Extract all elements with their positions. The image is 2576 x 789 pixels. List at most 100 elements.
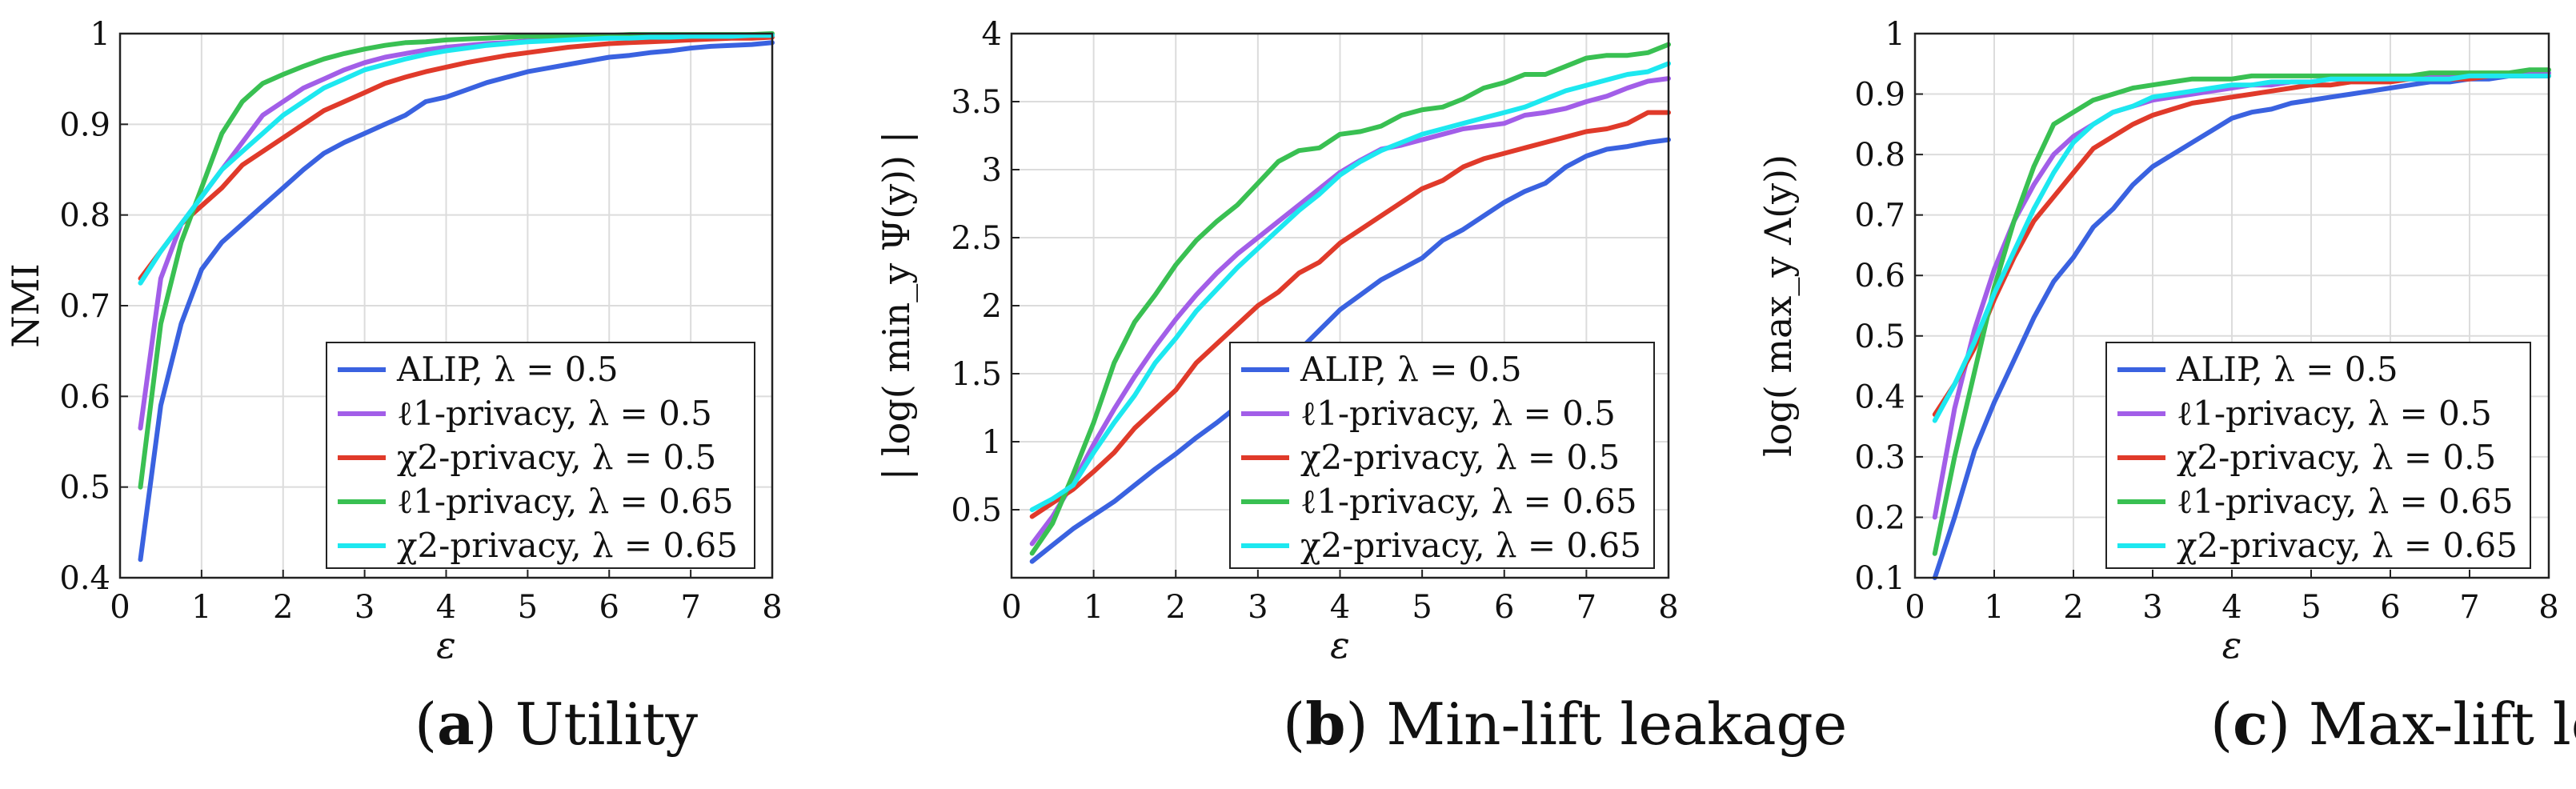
legend-entry: ℓ1-privacy, λ = 0.5 bbox=[1300, 394, 1616, 433]
legend-entry: χ2-privacy, λ = 0.5 bbox=[2177, 438, 2496, 477]
y-tick-label: 0.8 bbox=[1854, 137, 1905, 174]
legend-box bbox=[2105, 342, 2531, 569]
y-axis-label: log( max_y Λ(y)) bbox=[1757, 154, 1800, 457]
y-tick-label: 0.9 bbox=[59, 106, 110, 143]
series-line bbox=[138, 34, 775, 281]
x-tick-label: 0 bbox=[1905, 589, 1925, 626]
x-tick-label: 3 bbox=[1248, 589, 1268, 626]
legend-entry: χ2-privacy, λ = 0.5 bbox=[397, 438, 716, 477]
x-tick-label: 7 bbox=[1576, 589, 1596, 626]
y-tick-label: 0.6 bbox=[59, 378, 110, 415]
x-tick-label: 3 bbox=[355, 589, 375, 626]
legend-entry: ℓ1-privacy, λ = 0.5 bbox=[397, 394, 712, 433]
legend-box bbox=[1229, 342, 1655, 569]
series-line bbox=[1932, 67, 2551, 556]
legend-entry: ℓ1-privacy, λ = 0.65 bbox=[2177, 482, 2514, 521]
legend-entry: χ2-privacy, λ = 0.65 bbox=[397, 526, 738, 565]
legend-entry: ALIP, λ = 0.5 bbox=[396, 350, 619, 389]
x-axis-label: ε bbox=[1330, 623, 1350, 667]
panel-caption: (c) Max-lift leakage bbox=[2210, 690, 2576, 758]
y-tick-label: 0.8 bbox=[59, 198, 110, 234]
x-axis-label: ε bbox=[436, 623, 456, 667]
legend-box bbox=[326, 342, 755, 569]
x-tick-label: 8 bbox=[2538, 589, 2558, 626]
x-tick-label: 5 bbox=[2301, 589, 2321, 626]
series-line bbox=[1029, 61, 1671, 512]
plot-frame bbox=[1913, 32, 2550, 579]
y-tick-label: 0.5 bbox=[951, 492, 1002, 529]
y-tick-label: 1 bbox=[1885, 16, 1905, 53]
caption-letter: a bbox=[437, 690, 475, 758]
legend-entry: χ2-privacy, λ = 0.65 bbox=[1300, 526, 1641, 565]
x-tick-label: 5 bbox=[518, 589, 538, 626]
y-tick-label: 1 bbox=[982, 424, 1002, 461]
x-tick-label: 1 bbox=[1084, 589, 1104, 626]
series-line bbox=[1029, 110, 1671, 519]
panel-caption: (a) Utility bbox=[415, 690, 698, 758]
y-tick-label: 2 bbox=[982, 288, 1002, 325]
x-tick-label: 7 bbox=[2459, 589, 2479, 626]
y-tick-label: 0.5 bbox=[59, 470, 110, 507]
y-tick-label: 0.7 bbox=[59, 288, 110, 325]
legend-entry: ALIP, λ = 0.5 bbox=[1300, 350, 1522, 389]
y-tick-label: 0.9 bbox=[1854, 77, 1905, 114]
chart-panel-utility: 0 1 2 3 4 5 6 7 8 0.4 0.5 0.6 0.7 0.8 0.9 1 ε NMI ALIP, λ … bbox=[4, 16, 783, 758]
x-tick-label: 0 bbox=[1001, 589, 1021, 626]
caption-paren-close: ) bbox=[475, 691, 515, 758]
plot-frame bbox=[118, 32, 774, 579]
y-tick-label: 1 bbox=[90, 16, 110, 53]
y-tick-label: 0.1 bbox=[1854, 560, 1905, 597]
caption-text: Min-lift leakage bbox=[1386, 691, 1847, 758]
y-tick-label: 0.6 bbox=[1854, 258, 1905, 294]
legend-entry: χ2-privacy, λ = 0.65 bbox=[2177, 526, 2518, 565]
y-tick-label: 0.7 bbox=[1854, 198, 1905, 234]
y-axis-label: | log( min_y Ψ(y)) | bbox=[875, 131, 918, 480]
legend-entry: χ2-privacy, λ = 0.5 bbox=[1300, 438, 1620, 477]
x-axis-label: ε bbox=[2222, 623, 2242, 667]
y-tick-label: 0.4 bbox=[59, 560, 110, 597]
plot-frame bbox=[1010, 32, 1670, 579]
x-tick-label: 8 bbox=[762, 589, 782, 626]
caption-letter: b bbox=[1305, 690, 1345, 758]
legend-entry: ℓ1-privacy, λ = 0.5 bbox=[2177, 394, 2492, 433]
x-tick-label: 6 bbox=[2380, 589, 2400, 626]
x-tick-label: 1 bbox=[191, 589, 211, 626]
x-tick-label: 6 bbox=[599, 589, 619, 626]
series-line bbox=[1932, 73, 2551, 580]
x-tick-label: 2 bbox=[1166, 589, 1186, 626]
y-tick-label: 3.5 bbox=[951, 84, 1002, 121]
caption-paren-open: ( bbox=[415, 691, 437, 758]
x-tick-label: 0 bbox=[110, 589, 130, 626]
legend-entry: ℓ1-privacy, λ = 0.65 bbox=[397, 482, 734, 521]
caption-paren-open: ( bbox=[1283, 691, 1305, 758]
x-tick-label: 4 bbox=[436, 589, 456, 626]
y-tick-label: 1.5 bbox=[951, 356, 1002, 393]
x-tick-label: 2 bbox=[273, 589, 293, 626]
caption-text: Utility bbox=[515, 691, 699, 758]
y-tick-label: 0.2 bbox=[1854, 499, 1905, 536]
x-tick-label: 4 bbox=[1330, 589, 1350, 626]
legend-entry: ℓ1-privacy, λ = 0.65 bbox=[1300, 482, 1637, 521]
series-line bbox=[1029, 137, 1671, 564]
legend-entry: ALIP, λ = 0.5 bbox=[2176, 350, 2398, 389]
y-tick-label: 0.4 bbox=[1854, 378, 1905, 415]
x-tick-label: 3 bbox=[2142, 589, 2162, 626]
x-tick-label: 2 bbox=[2063, 589, 2083, 626]
y-tick-label: 4 bbox=[982, 16, 1002, 53]
series-line bbox=[1932, 73, 2551, 423]
panel-caption: (b) Min-lift leakage bbox=[1283, 690, 1847, 758]
x-tick-label: 4 bbox=[2221, 589, 2241, 626]
caption-letter: c bbox=[2233, 690, 2268, 758]
y-tick-label: 0.3 bbox=[1854, 439, 1905, 476]
x-tick-label: 7 bbox=[680, 589, 700, 626]
x-tick-label: 1 bbox=[1984, 589, 2004, 626]
chart-panel-max-lift-leakage: 0 1 2 3 4 5 6 7 8 0.1 0.2 0.3 0.4 0.5 0.6 0.7 0.8 0.9 1 ε lo… bbox=[1757, 16, 2576, 758]
series-line bbox=[138, 40, 775, 563]
caption-paren-close: ) bbox=[1345, 691, 1386, 758]
caption-text: Max-lift leakage bbox=[2309, 691, 2576, 758]
x-tick-label: 8 bbox=[1658, 589, 1678, 626]
x-tick-label: 5 bbox=[1412, 589, 1432, 626]
y-tick-label: 3 bbox=[982, 152, 1002, 189]
series-line bbox=[138, 33, 775, 286]
